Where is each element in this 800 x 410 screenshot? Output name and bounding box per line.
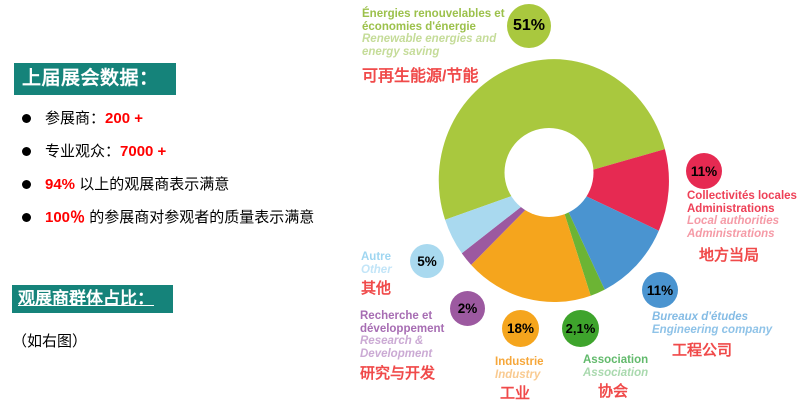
badge-value: 2,1%	[565, 321, 596, 336]
label-fr: Recherche et développement	[360, 310, 445, 335]
label-en: Industry	[495, 368, 541, 381]
label-en: Other	[361, 263, 392, 276]
slice-local-authorities	[554, 149, 669, 231]
badge-value: 11%	[690, 163, 718, 179]
slice-engineering	[554, 181, 659, 290]
see-right-figure-note: （如右图）	[12, 333, 88, 350]
donut-hole	[504, 128, 594, 217]
badge-other: 5%	[410, 244, 444, 278]
label-en: Local authorities Administrations	[687, 215, 780, 240]
stat-text: 参展商：200 +	[45, 110, 143, 127]
label-zh: 研究与开发	[360, 364, 436, 382]
badge-association: 2,1%	[562, 310, 599, 347]
label-zh: 工程公司	[672, 342, 733, 360]
label-en: Renewable energies and energy saving	[362, 33, 497, 58]
label-zh: 地方当局	[699, 246, 760, 264]
badge-research-development: 2%	[450, 291, 485, 326]
badge-renewables: 51%	[507, 4, 551, 48]
badge-value: 5%	[417, 253, 437, 269]
segment-label-local-authorities: Collectivités locales Administrations Lo…	[687, 190, 797, 264]
bullet-icon	[22, 114, 31, 123]
stat-value: 7000 +	[120, 143, 167, 160]
expo-stats-list: 参展商：200 + 专业观众：7000 + 94% 以上的观展商表示满意 100…	[22, 110, 352, 242]
label-zh: 其他	[361, 280, 392, 298]
stat-text: 94% 以上的观展商表示满意	[45, 176, 230, 193]
segment-label-engineering: Bureaux d'études Engineering company 工程公…	[652, 311, 772, 360]
label-fr: Collectivités locales Administrations	[687, 190, 797, 215]
label-zh: 协会	[598, 383, 629, 401]
badge-value: 18%	[506, 321, 535, 336]
bullet-icon	[22, 213, 31, 222]
label-en: Engineering company	[652, 323, 773, 336]
segment-label-industry: Industrie Industry 工业	[495, 356, 544, 403]
label-en: Association	[583, 366, 649, 379]
badge-value: 51%	[512, 17, 546, 34]
visitor-groups-header: 观展商群体占比：	[12, 285, 173, 313]
badge-local-authorities: 11%	[686, 153, 722, 189]
segment-label-research-development: Recherche et développement Research & De…	[360, 310, 444, 382]
badge-industry: 18%	[502, 310, 539, 347]
badge-value: 11%	[646, 282, 674, 298]
stat-value: 94%	[45, 176, 76, 193]
stat-value: 200 +	[105, 110, 143, 127]
label-en: Research & Development	[360, 335, 433, 360]
label-fr: Industrie	[495, 356, 544, 368]
stat-professional-visitors: 专业观众：7000 +	[22, 143, 352, 160]
label-fr: Autre	[361, 251, 392, 263]
stat-text: 100％ 的参展商对参观者的质量表示满意	[45, 209, 315, 226]
segment-label-association: Association Association 协会	[583, 354, 648, 401]
segment-label-renewables: Énergies renouvelables et économies d'én…	[362, 8, 505, 85]
label-fr: Association	[583, 354, 649, 366]
badge-engineering: 11%	[642, 272, 678, 308]
label-fr: Énergies renouvelables et économies d'én…	[362, 8, 505, 33]
stat-exhibitors: 参展商：200 +	[22, 110, 352, 127]
previous-expo-data-header: 上届展会数据：	[14, 63, 176, 95]
label-zh: 可再生能源/节能	[362, 67, 479, 85]
bullet-icon	[22, 180, 31, 189]
label-zh: 工业	[500, 385, 531, 403]
bullet-icon	[22, 147, 31, 156]
stat-visitor-quality-satisfaction: 100％ 的参展商对参观者的质量表示满意	[22, 209, 352, 226]
stat-exhibitor-satisfaction: 94% 以上的观展商表示满意	[22, 176, 352, 193]
label-fr: Bureaux d'études	[652, 311, 749, 323]
badge-value: 2%	[457, 301, 478, 316]
stat-text: 专业观众：7000 +	[45, 143, 167, 160]
segment-label-other: Autre Other 其他	[361, 251, 392, 298]
stat-value: 100％	[45, 209, 86, 226]
